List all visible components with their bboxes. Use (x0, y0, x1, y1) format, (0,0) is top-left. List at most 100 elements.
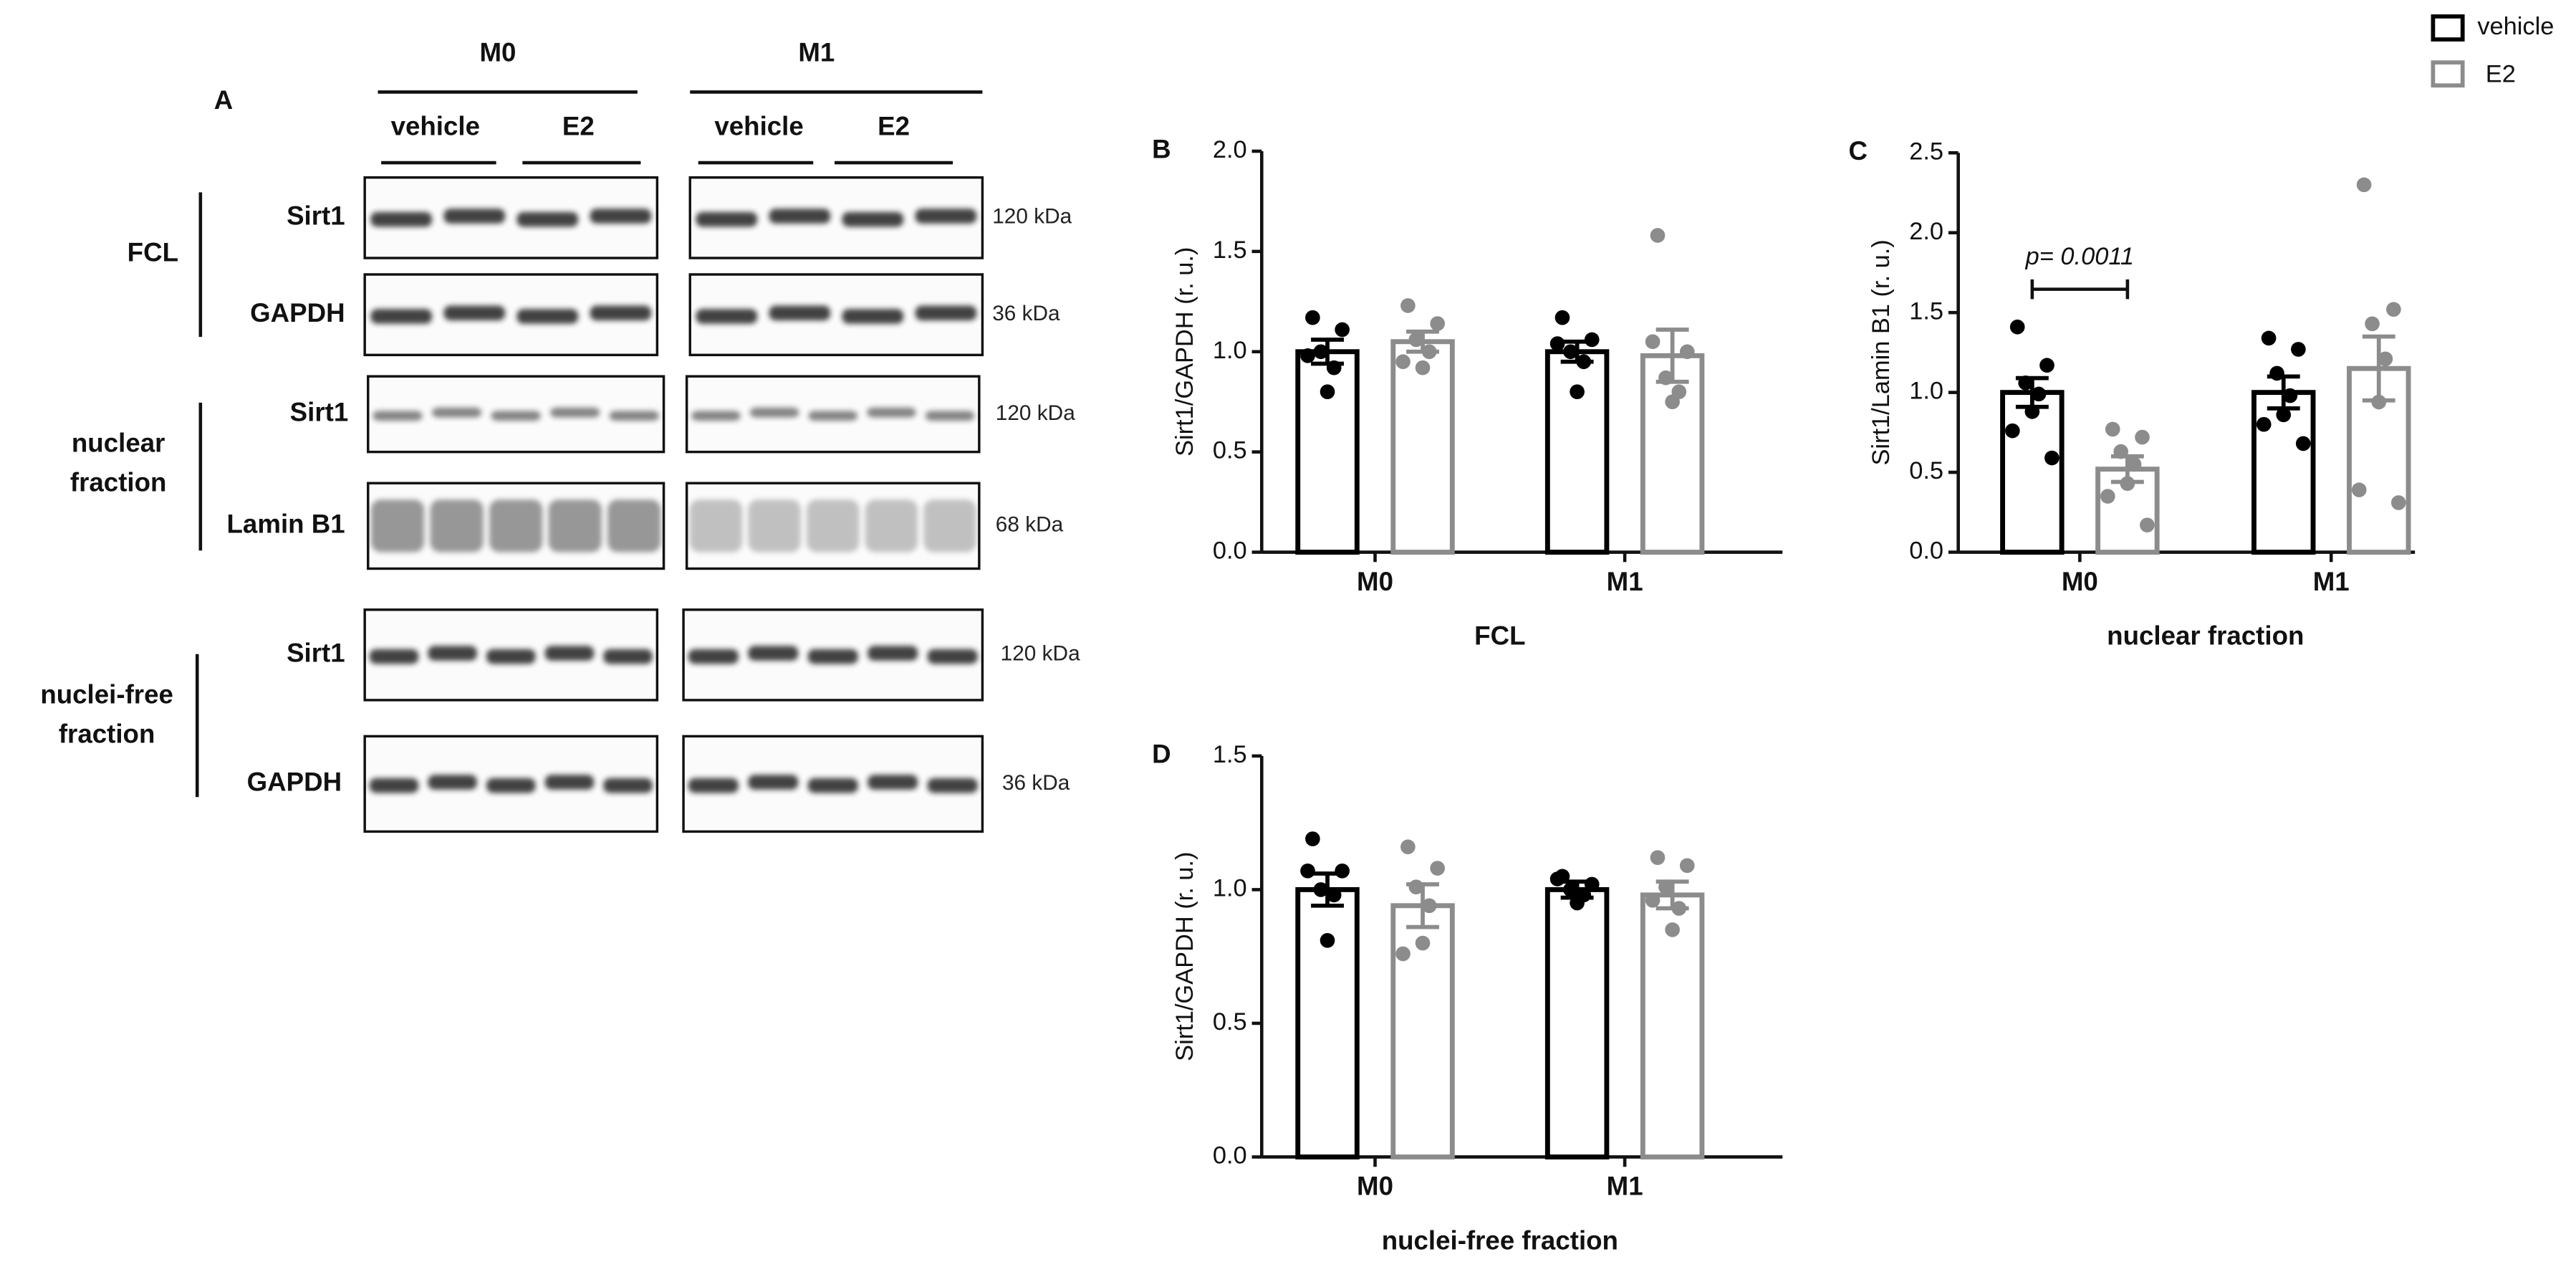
x-axis-label: FCL (1474, 621, 1525, 650)
size-label: 120 kDa (1001, 642, 1080, 666)
data-point (1395, 946, 1410, 962)
blot-band (544, 775, 595, 790)
data-point (1326, 360, 1342, 376)
data-point (2295, 436, 2311, 451)
data-point (2351, 482, 2367, 497)
legend-swatch (2431, 14, 2465, 42)
x-tick-label: M0 (1357, 1172, 1393, 1201)
blot-band (807, 649, 858, 664)
data-point (1408, 879, 1424, 895)
data-point (1335, 863, 1350, 879)
data-point (2024, 404, 2040, 419)
data-point (1645, 334, 1661, 350)
data-point (1313, 882, 1329, 897)
data-point (2100, 489, 2115, 504)
treatment-label: vehicle (391, 112, 480, 141)
x-axis-label: nuclear fraction (2107, 621, 2304, 650)
blot-band (609, 411, 659, 421)
size-label: 36 kDa (992, 302, 1060, 325)
data-point (1554, 310, 1570, 325)
bar (2000, 390, 2065, 555)
data-point (1658, 879, 1673, 895)
blot-band (748, 646, 799, 661)
data-point (2044, 450, 2060, 466)
bar (1544, 886, 1610, 1159)
fraction-label-box: nuclear fraction (69, 430, 167, 498)
data-point (1645, 893, 1661, 908)
data-point (1679, 858, 1695, 874)
treatment-label: E2 (562, 112, 595, 141)
protein-label: Sirt1 (290, 398, 349, 427)
data-point (2126, 456, 2142, 472)
data-point (1563, 882, 1578, 897)
data-point (1395, 354, 1410, 370)
protein-label: Sirt1 (287, 639, 345, 668)
x-tick-label: M1 (1607, 567, 1643, 596)
data-point (2378, 351, 2393, 367)
blot-band (430, 499, 484, 553)
p-value: p= 0.0011 (2025, 243, 2134, 270)
blot-band (807, 778, 858, 793)
group-label: M1 (798, 37, 835, 67)
data-point (1430, 861, 1446, 876)
bar (1295, 886, 1360, 1159)
data-point (1665, 394, 1680, 410)
blot-band (915, 209, 977, 224)
blot-band (491, 411, 541, 421)
x-tick-label: M0 (1357, 567, 1393, 596)
data-point (2031, 386, 2047, 402)
blot-band (927, 649, 978, 664)
data-point (1650, 228, 1666, 243)
blot-band (544, 646, 595, 661)
data-point (1421, 898, 1437, 914)
legend-label: E2 (2486, 61, 2516, 88)
blot-band (868, 775, 918, 790)
data-point (1671, 901, 1687, 916)
fraction-label-box: FCL (128, 240, 178, 268)
panel-letter: A (214, 85, 234, 115)
legend-swatch (2431, 60, 2465, 88)
data-point (2256, 416, 2272, 432)
protein-label: Lamin B1 (227, 510, 345, 539)
fraction-label: nuclear fraction (69, 430, 167, 498)
y-tick-label: 1.0 (1213, 337, 1247, 364)
size-label: 120 kDa (996, 401, 1075, 425)
data-point (1650, 850, 1666, 865)
data-point (1549, 336, 1565, 351)
y-tick-label: 1.5 (1909, 297, 1943, 325)
data-point (2135, 429, 2150, 445)
blot-band (749, 407, 799, 418)
blot-band (373, 411, 423, 421)
data-point (2356, 177, 2372, 193)
data-point (1421, 344, 1437, 360)
data-point (1320, 932, 1335, 948)
protein-label: GAPDH (247, 767, 342, 797)
data-point (2140, 517, 2155, 532)
data-point (2105, 421, 2120, 437)
data-point (2120, 476, 2135, 492)
blot-band (516, 309, 579, 324)
panel-letter: B (1152, 135, 1171, 164)
data-point (1300, 863, 1315, 879)
blot-band (607, 499, 661, 553)
blot-band (925, 411, 975, 421)
panel-letter: C (1849, 136, 1868, 166)
data-point (1335, 322, 1350, 338)
data-point (2039, 358, 2054, 373)
data-point (1570, 384, 1585, 400)
x-tick-label: M0 (2062, 567, 2098, 596)
blot-band (489, 499, 543, 553)
blot-band (603, 778, 653, 793)
blot-band (370, 309, 433, 324)
data-point (1408, 332, 1424, 348)
blot-band (428, 646, 477, 661)
y-tick-label: 1.0 (1213, 875, 1247, 902)
treatment-label: vehicle (714, 112, 803, 141)
data-point (1326, 887, 1342, 903)
group-label: M0 (479, 37, 516, 67)
data-point (1570, 895, 1585, 911)
bar (1295, 349, 1360, 555)
data-point (1665, 922, 1680, 937)
y-axis-label: Sirt1/GAPDH (r. u.) (1171, 247, 1198, 456)
data-point (1584, 332, 1600, 348)
